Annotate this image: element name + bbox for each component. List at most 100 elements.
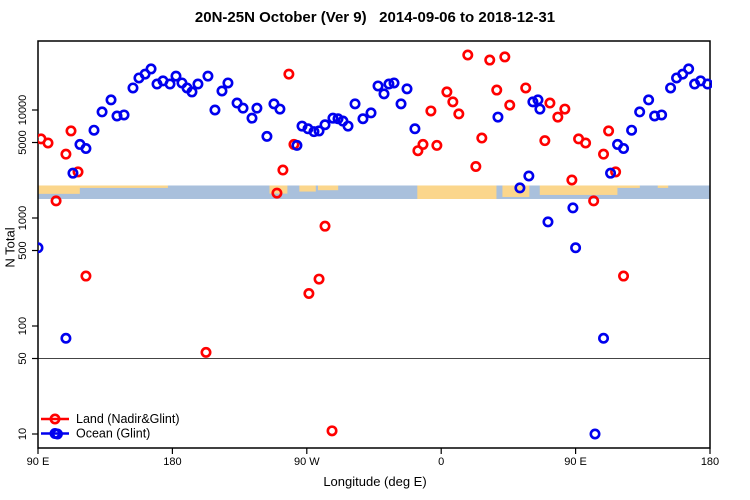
ocean-point: [702, 78, 712, 90]
land-point: [319, 220, 331, 232]
map-band-land-segment: [78, 185, 168, 188]
ocean-point: [523, 170, 535, 182]
land-point: [491, 84, 503, 96]
ocean-point: [514, 182, 526, 194]
x-tick-label: 180: [163, 456, 181, 468]
legend-symbol-land: [49, 413, 61, 425]
ocean-point: [170, 70, 182, 82]
y-tick-label: 50: [17, 352, 29, 364]
land-point: [326, 425, 338, 437]
land-point: [277, 164, 289, 176]
y-tick-label: 100: [17, 317, 29, 335]
ocean-point: [274, 103, 286, 115]
land-point: [610, 166, 622, 178]
land-point: [618, 270, 630, 282]
ocean-point: [127, 82, 139, 94]
ocean-point: [237, 102, 249, 114]
land-point: [470, 160, 482, 172]
ocean-point: [618, 143, 630, 155]
points-group: [38, 49, 712, 440]
legend-label-ocean: Ocean (Glint): [76, 427, 150, 441]
land-point: [603, 125, 615, 137]
legend-symbol-ocean: [49, 427, 61, 439]
ocean-point: [395, 98, 407, 110]
ocean-point: [634, 106, 646, 118]
ocean-point: [409, 123, 421, 135]
ocean-point: [164, 78, 176, 90]
land-point: [42, 137, 54, 149]
land-point: [499, 51, 511, 63]
land-point: [283, 68, 295, 80]
land-point: [425, 105, 437, 117]
ocean-point: [88, 124, 100, 136]
ocean-point: [570, 242, 582, 254]
ocean-point: [605, 167, 617, 179]
ocean-point: [209, 104, 221, 116]
ocean-point: [598, 332, 610, 344]
ocean-point: [60, 332, 72, 344]
ocean-point: [357, 113, 369, 125]
ocean-point: [378, 88, 390, 100]
land-point: [559, 103, 571, 115]
ocean-point: [527, 96, 539, 108]
ocean-point: [542, 216, 554, 228]
ocean-point: [268, 98, 280, 110]
ocean-point: [342, 120, 354, 132]
land-point: [60, 148, 72, 160]
ocean-point: [534, 103, 546, 115]
land-point: [566, 174, 578, 186]
land-point: [313, 273, 325, 285]
ocean-point: [38, 242, 44, 254]
ocean-point: [349, 98, 361, 110]
x-tick-label: 90 E: [27, 456, 50, 468]
x-tick-label: 0: [438, 456, 444, 468]
land-point: [50, 195, 62, 207]
ocean-point: [308, 126, 320, 138]
ocean-point: [192, 78, 204, 90]
ocean-point: [665, 82, 677, 94]
land-point: [552, 111, 564, 123]
ocean-point: [492, 111, 504, 123]
ocean-point: [261, 130, 273, 142]
y-tick-label: 1000: [17, 206, 29, 230]
land-point: [462, 49, 474, 61]
ocean-point: [251, 102, 263, 114]
ocean-point: [96, 106, 108, 118]
x-tick-label: 90 W: [294, 456, 320, 468]
land-point: [447, 96, 459, 108]
land-point: [588, 195, 600, 207]
ocean-point: [67, 167, 79, 179]
ocean-point: [202, 70, 214, 82]
ocean-point: [105, 94, 117, 106]
land-point: [417, 138, 429, 150]
land-point: [504, 99, 516, 111]
map-band-land-segment: [617, 185, 640, 188]
map-band-land-segment: [539, 185, 618, 195]
ocean-point: [291, 139, 303, 151]
ocean-point: [222, 77, 234, 89]
y-tick-label: 5000: [17, 130, 29, 154]
land-point: [484, 54, 496, 66]
ocean-point: [216, 85, 228, 97]
legend-label-land: Land (Nadir&Glint): [76, 412, 180, 426]
ocean-point: [319, 119, 331, 131]
ocean-point: [327, 112, 339, 124]
ocean-point: [626, 124, 638, 136]
ocean-point: [656, 109, 668, 121]
land-point: [580, 137, 592, 149]
land-point: [544, 97, 556, 109]
ocean-point: [388, 77, 400, 89]
land-point: [441, 86, 453, 98]
map-band-land-segment: [38, 185, 80, 194]
ocean-point: [145, 63, 157, 75]
ocean-point: [313, 125, 325, 137]
ocean-point: [567, 202, 579, 214]
land-point: [539, 135, 551, 147]
x-tick-label: 180: [701, 456, 719, 468]
ocean-point: [118, 109, 130, 121]
land-point: [65, 125, 77, 137]
ocean-point: [401, 83, 413, 95]
ocean-point: [643, 94, 655, 106]
